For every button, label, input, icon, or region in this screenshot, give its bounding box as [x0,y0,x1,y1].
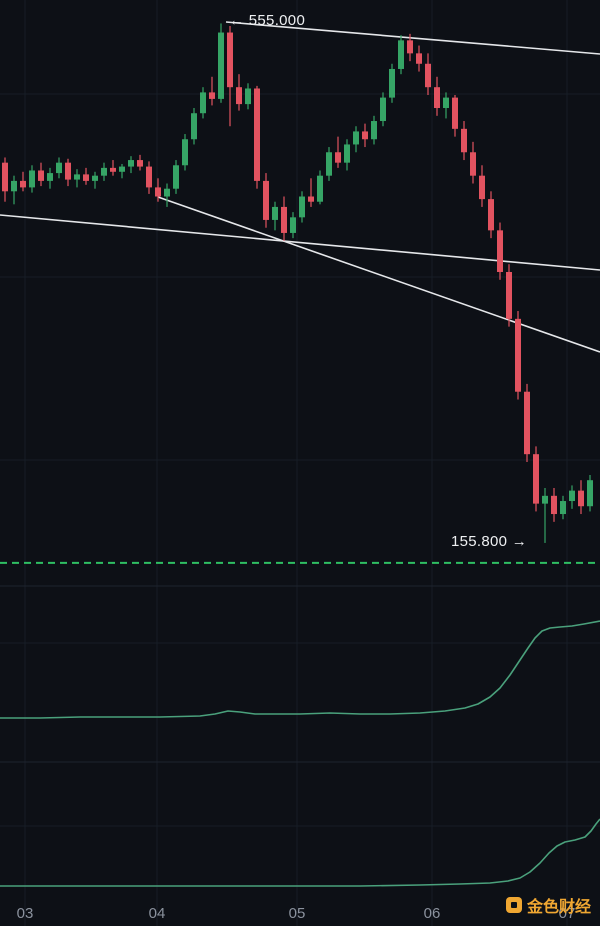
trend-line [225,21,600,55]
candle-body [209,92,215,99]
candle-body [29,170,35,188]
candle-body [560,501,566,515]
candle-body [11,180,17,192]
trend-line [157,196,600,353]
candle-body [218,32,224,99]
candle-body [569,490,575,502]
candle-body [38,170,44,181]
candle-body [119,166,125,172]
candle-body [398,40,404,69]
candle-body [110,167,116,172]
candle-body [317,175,323,202]
candle-body [83,174,89,181]
candle-body [470,152,476,176]
candle-body [290,217,296,233]
candle-body [92,175,98,181]
candle-body [434,87,440,109]
candle-body [587,480,593,507]
candle-body [452,97,458,129]
candle-body [542,495,548,504]
candle-body [380,97,386,122]
candle-body [371,121,377,140]
candle-body [236,87,242,105]
candle-body [443,97,449,109]
watermark-text: 金色财经 [526,899,591,916]
candle-body [461,128,467,153]
candle-body [308,196,314,202]
candle-body [65,162,71,180]
candle-body [533,454,539,504]
indicator-1-line [0,620,600,719]
candle-body [272,206,278,220]
candle-body [416,53,422,64]
candle-body [47,173,53,181]
candle-body [227,32,233,88]
candle-body [497,230,503,272]
candle-body [164,188,170,197]
candle-body [479,175,485,200]
candle-body [362,131,368,140]
candle-body [155,187,161,197]
price-annotation-high: ← 555.000 [229,12,306,29]
candle-body [146,166,152,188]
candle-body [245,88,251,105]
candle-body [101,167,107,176]
candle-body [2,162,8,192]
candle-body [200,92,206,114]
gold-coin-icon [505,897,522,913]
candle-body [137,160,143,167]
x-axis-label: 07 [559,905,576,922]
candle-body [74,174,80,180]
candle-body [407,40,413,54]
candle-body [425,63,431,88]
x-axis-label: 06 [424,905,441,922]
candle-body [254,88,260,181]
candle-body [56,162,62,174]
candle-body [299,196,305,218]
candle-body [578,490,584,507]
candle-body [191,113,197,140]
candle-body [551,495,557,515]
candle-body [281,206,287,233]
candle-body [353,131,359,145]
candle-body [20,180,26,188]
candle-body [173,165,179,189]
x-axis-label: 05 [289,905,306,922]
x-axis-label: 04 [149,905,166,922]
candle-body [524,391,530,455]
candle-body [335,152,341,163]
candle-body [389,68,395,98]
candle-body [326,152,332,176]
candle-body [344,144,350,163]
candle-body [488,199,494,231]
candle-body [128,160,134,167]
candle-body [182,139,188,166]
indicator-2-line [0,818,600,887]
candle-body [506,271,512,319]
trend-line [0,214,600,271]
candle-body [263,180,269,220]
price-annotation-low: 155.800 → [451,533,528,550]
candle-body [515,318,521,392]
watermark: 金色财经 [505,893,591,917]
x-axis-label: 03 [17,905,34,922]
